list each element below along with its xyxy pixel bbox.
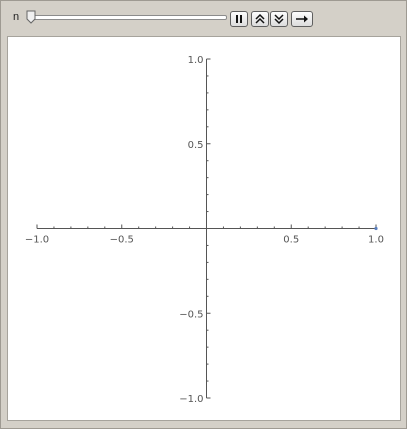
arrow-right-icon (296, 15, 308, 23)
direction-button[interactable] (291, 11, 313, 27)
y-tick-label: 1.0 (188, 55, 204, 66)
animation-controls: n (1, 1, 406, 35)
plot-area: −1.0 −0.5 0.5 1.0 1.0 0.5 −0.5 −1.0 (7, 36, 401, 421)
x-tick-label: 1.0 (368, 235, 384, 246)
pause-button[interactable] (230, 11, 248, 27)
x-tick-label: 0.5 (283, 235, 299, 246)
double-chevron-down-icon (274, 14, 284, 25)
y-tick-label: 0.5 (188, 140, 204, 151)
n-slider-thumb[interactable] (26, 10, 36, 24)
x-tick-label: −0.5 (110, 235, 134, 246)
pause-icon (236, 15, 242, 23)
series-point (374, 226, 378, 231)
y-tick-label: −1.0 (179, 394, 203, 405)
variable-label: n (13, 11, 20, 23)
y-tick-label: −0.5 (179, 309, 203, 320)
n-slider-track[interactable] (31, 15, 227, 20)
double-chevron-up-icon (255, 13, 265, 24)
faster-button[interactable] (251, 11, 269, 27)
x-tick-label: −1.0 (25, 235, 49, 246)
slower-button[interactable] (270, 11, 288, 27)
parametric-plot: −1.0 −0.5 0.5 1.0 1.0 0.5 −0.5 −1.0 (25, 55, 384, 405)
